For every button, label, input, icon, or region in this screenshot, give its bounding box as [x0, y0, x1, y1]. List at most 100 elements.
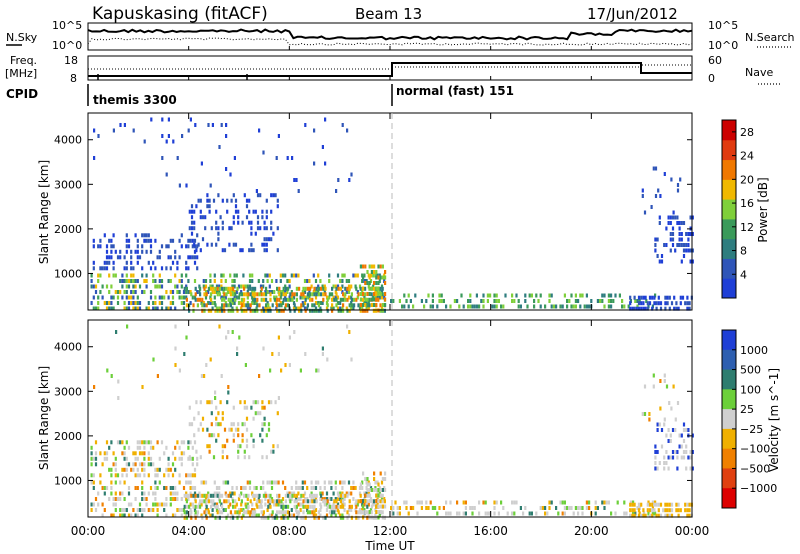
- range-gate-cell: [375, 297, 378, 302]
- range-gate-cell: [686, 508, 689, 513]
- range-gate-cell: [306, 508, 309, 512]
- range-gate-cell: [359, 297, 362, 302]
- range-gate-cell: [180, 279, 183, 283]
- range-gate-cell: [352, 480, 355, 485]
- range-gate-cell: [123, 456, 126, 461]
- range-gate-cell: [207, 497, 210, 501]
- range-gate-cell: [221, 297, 224, 302]
- range-gate-cell: [187, 445, 190, 450]
- range-gate-cell: [311, 297, 314, 302]
- range-gate-cell: [171, 451, 175, 456]
- range-gate-cell: [242, 273, 245, 278]
- range-gate-cell: [92, 502, 95, 507]
- range-gate-cell: [277, 134, 280, 138]
- range-gate-cell: [685, 243, 688, 247]
- range-gate-cell: [320, 504, 323, 509]
- range-gate-cell: [666, 295, 669, 300]
- range-gate-cell: [449, 304, 452, 309]
- range-gate-cell: [471, 506, 474, 510]
- range-gate-cell: [196, 303, 199, 308]
- range-gate-cell: [226, 513, 230, 518]
- nsky-panel: N.Sky 10^5 10^0 10^5 10^0 N.Search: [6, 19, 795, 52]
- range-gate-cell: [270, 497, 274, 501]
- range-gate-cell: [215, 502, 219, 507]
- range-gate-cell: [242, 508, 245, 512]
- range-gate-cell: [680, 444, 683, 449]
- range-gate-cell: [513, 500, 516, 505]
- range-gate-cell: [306, 292, 309, 297]
- range-gate-cell: [203, 510, 206, 515]
- range-gate-cell: [541, 506, 544, 510]
- range-gate-cell: [213, 290, 216, 294]
- range-gate-cell: [642, 295, 645, 300]
- range-gate-cell: [438, 506, 441, 510]
- x-tick-label: 12:00: [373, 524, 408, 538]
- range-gate-cell: [154, 295, 157, 300]
- range-gate-cell: [654, 293, 657, 298]
- range-gate-cell: [178, 290, 181, 294]
- range-gate-cell: [194, 499, 197, 504]
- range-gate-cell: [324, 161, 327, 166]
- range-gate-cell: [366, 297, 369, 302]
- range-gate-cell: [105, 486, 109, 490]
- range-gate-cell: [317, 368, 320, 373]
- range-gate-cell: [271, 515, 274, 520]
- range-gate-cell: [372, 502, 375, 507]
- range-gate-cell: [355, 504, 358, 509]
- range-gate-cell: [230, 422, 233, 427]
- range-gate-cell: [174, 284, 177, 289]
- range-gate-cell: [289, 493, 292, 498]
- range-gate-cell: [276, 226, 279, 231]
- range-gate-cell: [141, 451, 144, 456]
- range-gate-cell: [342, 515, 345, 520]
- range-gate-cell: [126, 324, 129, 329]
- range-gate-cell: [119, 497, 122, 501]
- range-gate-cell: [359, 308, 362, 313]
- range-gate-cell: [651, 306, 654, 311]
- range-gate-cell: [123, 467, 126, 472]
- range-gate-cell: [232, 499, 235, 504]
- range-gate-cell: [132, 284, 135, 289]
- range-gate-cell: [185, 515, 188, 520]
- range-gate-cell: [123, 255, 126, 260]
- range-gate-cell: [246, 295, 249, 300]
- range-gate-cell: [204, 508, 208, 512]
- range-gate-cell: [232, 504, 235, 509]
- range-gate-cell: [229, 290, 232, 294]
- range-gate-cell: [654, 450, 657, 454]
- range-gate-cell: [262, 346, 265, 351]
- range-gate-cell: [343, 295, 346, 300]
- range-gate-cell: [500, 500, 503, 505]
- range-gate-cell: [281, 290, 285, 294]
- range-gate-cell: [130, 467, 133, 472]
- range-gate-cell: [636, 299, 639, 303]
- range-gate-cell: [171, 260, 175, 265]
- range-gate-cell: [368, 499, 371, 503]
- range-gate-cell: [313, 308, 316, 313]
- range-gate-cell: [635, 306, 638, 311]
- range-gate-cell: [200, 502, 203, 507]
- range-gate-cell: [125, 473, 128, 478]
- range-gate-cell: [552, 304, 555, 309]
- range-gate-cell: [651, 513, 654, 518]
- range-gate-cell: [101, 266, 104, 271]
- range-gate-cell: [99, 451, 102, 456]
- range-gate-cell: [250, 433, 253, 438]
- range-gate-cell: [265, 455, 268, 460]
- range-gate-cell: [248, 248, 251, 253]
- range-gate-cell: [165, 306, 168, 311]
- range-gate-cell: [241, 220, 244, 225]
- range-gate-cell: [211, 508, 214, 512]
- range-gate-cell: [270, 400, 273, 405]
- range-gate-cell: [110, 374, 113, 378]
- range-gate-cell: [691, 450, 694, 454]
- range-gate-cell: [462, 511, 465, 516]
- range-gate-cell: [647, 500, 650, 505]
- range-gate-cell: [225, 292, 228, 297]
- range-gate-cell: [295, 504, 298, 509]
- range-gate-cell: [180, 451, 183, 456]
- range-gate-cell: [225, 134, 228, 138]
- range-gate-cell: [691, 259, 694, 264]
- range-gate-cell: [231, 306, 234, 311]
- range-gate-cell: [231, 330, 234, 334]
